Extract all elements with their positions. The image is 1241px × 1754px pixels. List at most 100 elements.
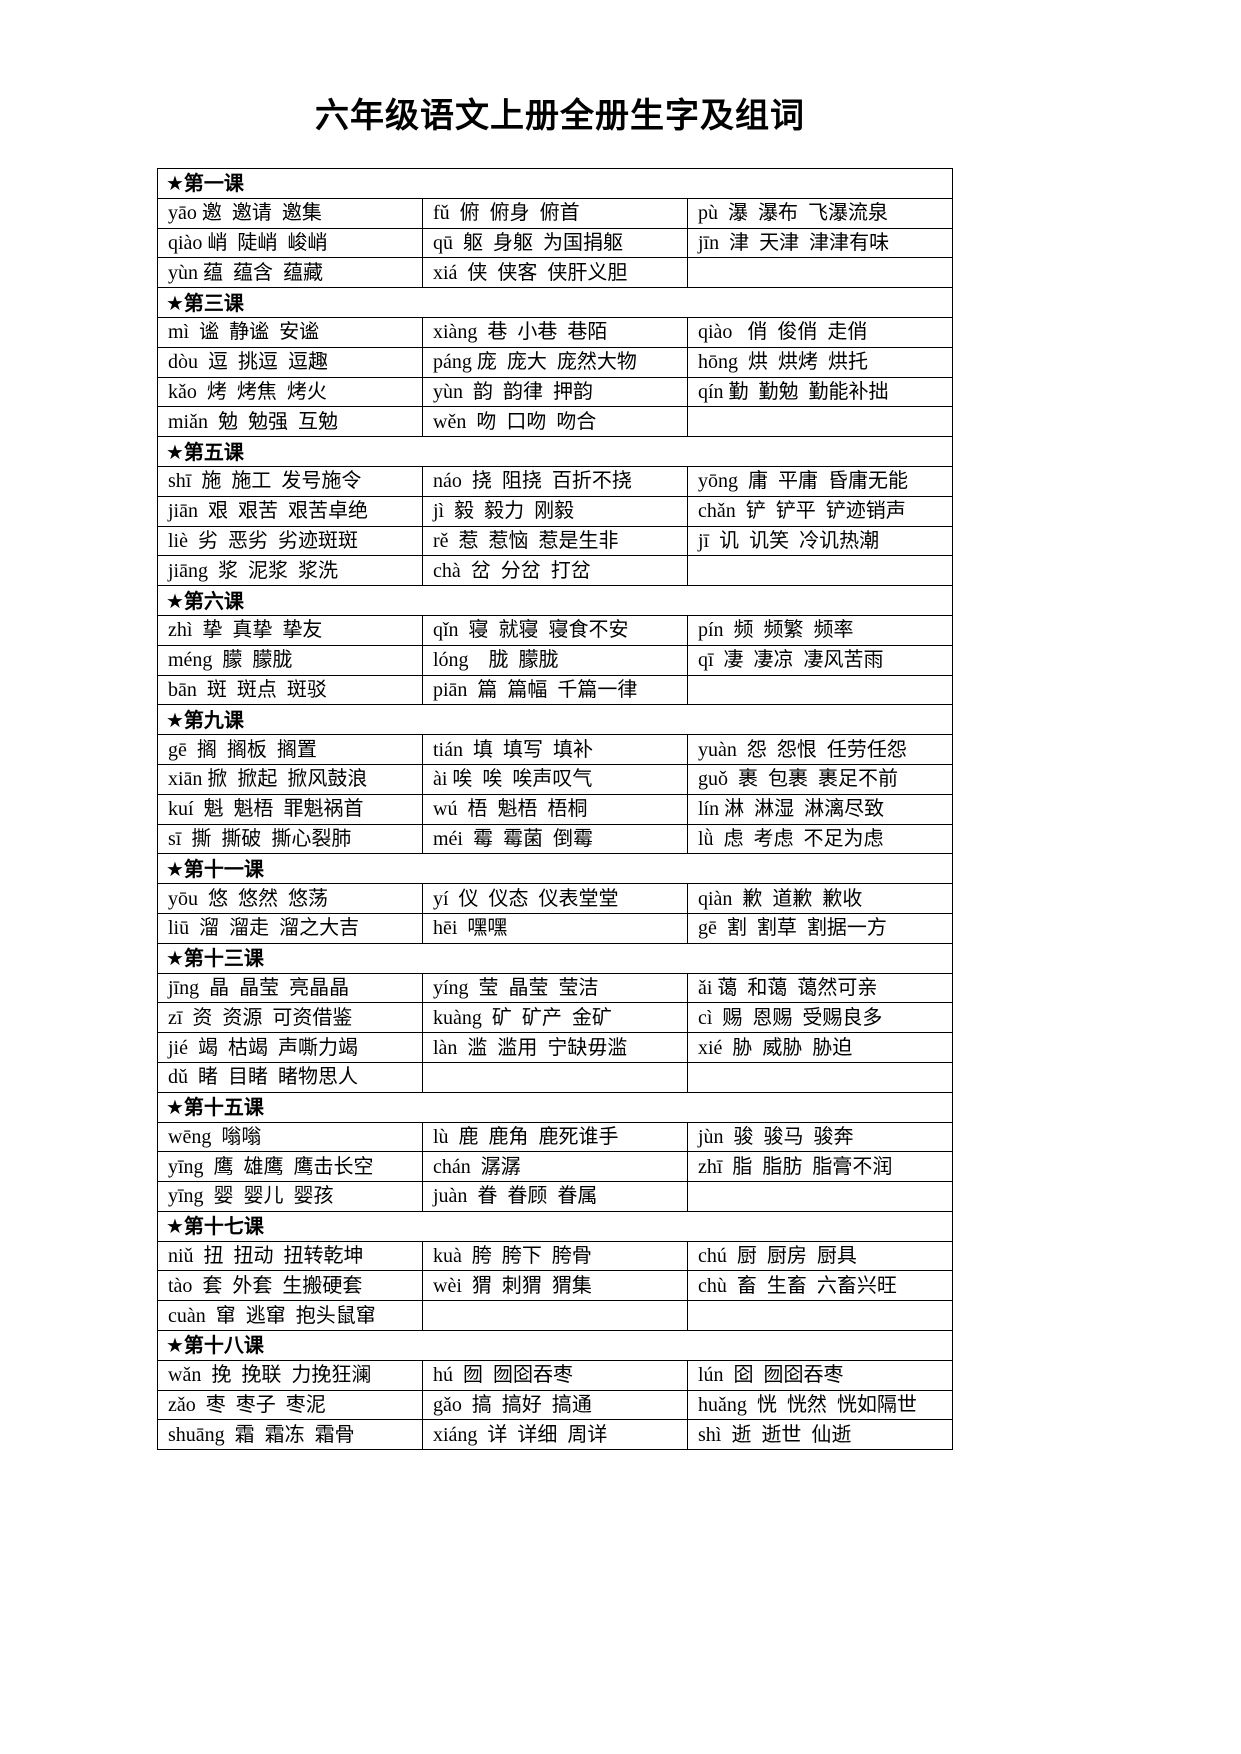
word-cell: lún 囵 囫囵吞枣 [686, 1359, 954, 1391]
table-row: wǎn 挽 挽联 力挽狂澜 hú 囫 囫囵吞枣 lún 囵 囫囵吞枣 [157, 1359, 954, 1391]
word-cell: hēi 嘿嘿 [422, 912, 688, 944]
word-cell: xiàng 巷 小巷 巷陌 [422, 316, 688, 348]
word-cell: zī 资 资源 可资借鉴 [157, 1002, 423, 1034]
word-cell: kǎo 烤 烤焦 烤火 [157, 376, 423, 408]
word-cell: jīn 津 天津 津津有味 [686, 227, 954, 259]
table-row: shuāng 霜 霜冻 霜骨 xiáng 详 详细 周详 shì 逝 逝世 仙逝 [157, 1419, 954, 1451]
table-row: zǎo 枣 枣子 枣泥 gǎo 搞 搞好 搞通 huǎng 恍 恍然 恍如隔世 [157, 1389, 954, 1421]
word-cell: qī 凄 凄凉 凄风苦雨 [686, 644, 954, 676]
table-row: mì 谧 静谧 安谧 xiàng 巷 小巷 巷陌 qiào 俏 俊俏 走俏 [157, 316, 954, 348]
word-cell: jī 讥 讥笑 冷讥热潮 [686, 525, 954, 557]
word-cell: lǜ 虑 考虑 不足为虑 [686, 823, 954, 855]
word-cell: ǎi 蔼 和蔼 蔼然可亲 [686, 972, 954, 1004]
page-title: 六年级语文上册全册生字及组词 [315, 96, 805, 136]
table-row: yāo 邀 邀请 邀集 fǔ 俯 俯身 俯首 pù 瀑 瀑布 飞瀑流泉 [157, 197, 954, 229]
word-cell: yí 仪 仪态 仪表堂堂 [422, 883, 688, 914]
word-cell: tào 套 外套 生搬硬套 [157, 1270, 423, 1302]
word-cell: chán 潺潺 [422, 1151, 688, 1183]
word-cell [422, 1300, 688, 1332]
word-cell: qín 勤 勤勉 勤能补拙 [686, 376, 954, 408]
word-cell: fǔ 俯 俯身 俯首 [422, 197, 688, 229]
word-cell: wú 梧 魁梧 梧桐 [422, 793, 688, 825]
lesson-heading: ★第十三课 [156, 942, 954, 974]
word-cell [686, 406, 954, 438]
table-row: jiān 艰 艰苦 艰苦卓绝 jì 毅 毅力 刚毅 chǎn 铲 铲平 铲迹销声 [157, 495, 954, 527]
word-cell: ài 唉 唉 唉声叹气 [422, 763, 688, 795]
table-row: dòu 逗 挑逗 逗趣 páng 庞 庞大 庞然大物 hōng 烘 烘烤 烘托 [157, 346, 954, 378]
table-row: dǔ 睹 目睹 睹物思人 [157, 1061, 954, 1093]
word-cell: méng 朦 朦胧 [157, 644, 423, 676]
word-cell: qǐn 寝 就寝 寝食不安 [422, 614, 688, 646]
word-cell: xiá 侠 侠客 侠肝义胆 [422, 257, 688, 289]
table-row: méng 朦 朦胧 lóng 胧 朦胧 qī 凄 凄凉 凄风苦雨 [157, 644, 954, 676]
table-row: kuí 魁 魁梧 罪魁祸首 wú 梧 魁梧 梧桐 lín 淋 淋湿 淋漓尽致 [157, 793, 954, 825]
lesson-heading: ★第九课 [156, 704, 954, 736]
word-cell: kuí 魁 魁梧 罪魁祸首 [157, 793, 423, 825]
word-cell: yuàn 怨 怨恨 任劳任怨 [686, 734, 954, 765]
word-cell: miǎn 勉 勉强 互勉 [157, 406, 423, 438]
lesson-heading-row: ★第一课 [156, 168, 954, 199]
word-cell: sī 撕 撕破 撕心裂肺 [157, 823, 423, 855]
lesson-heading: ★第六课 [156, 585, 954, 616]
word-cell: qiào 俏 俊俏 走俏 [686, 316, 954, 348]
word-cell: jīng 晶 晶莹 亮晶晶 [157, 972, 423, 1004]
word-cell: zhī 脂 脂肪 脂膏不润 [686, 1151, 954, 1183]
word-cell: gǎo 搞 搞好 搞通 [422, 1389, 688, 1421]
lesson-heading: ★第三课 [156, 287, 954, 318]
word-cell: cuàn 窜 逃窜 抱头鼠窜 [157, 1300, 423, 1332]
word-cell: yōng 庸 平庸 昏庸无能 [686, 465, 954, 497]
table-row: yōu 悠 悠然 悠荡 yí 仪 仪态 仪表堂堂 qiàn 歉 道歉 歉收 [157, 883, 954, 914]
vocabulary-table: ★第一课 yāo 邀 邀请 邀集 fǔ 俯 俯身 俯首 pù 瀑 瀑布 飞瀑流泉 qià… [156, 168, 954, 1451]
lesson-heading-row: ★第十三课 [156, 942, 954, 974]
word-cell: yíng 莹 晶莹 莹洁 [422, 972, 688, 1004]
word-cell: hú 囫 囫囵吞枣 [422, 1359, 688, 1391]
word-cell: chà 岔 分岔 打岔 [422, 555, 688, 587]
word-cell: dǔ 睹 目睹 睹物思人 [157, 1061, 423, 1093]
word-cell: jiān 艰 艰苦 艰苦卓绝 [157, 495, 423, 527]
word-cell: mì 谧 静谧 安谧 [157, 316, 423, 348]
lesson-heading-row: ★第五课 [156, 436, 954, 467]
table-row: wēng 嗡嗡 lù 鹿 鹿角 鹿死谁手 jùn 骏 骏马 骏奔 [157, 1121, 954, 1153]
word-cell: làn 滥 滥用 宁缺毋滥 [422, 1032, 688, 1063]
word-cell: zǎo 枣 枣子 枣泥 [157, 1389, 423, 1421]
lesson-heading-row: ★第三课 [156, 287, 954, 318]
word-cell: náo 挠 阻挠 百折不挠 [422, 465, 688, 497]
word-cell: yāo 邀 邀请 邀集 [157, 197, 423, 229]
word-cell [686, 1181, 954, 1212]
word-cell: hōng 烘 烘烤 烘托 [686, 346, 954, 378]
table-row: liè 劣 恶劣 劣迹斑斑 rě 惹 惹恼 惹是生非 jī 讥 讥笑 冷讥热潮 [157, 525, 954, 557]
word-cell [686, 1061, 954, 1093]
table-row: yīng 鹰 雄鹰 鹰击长空 chán 潺潺 zhī 脂 脂肪 脂膏不润 [157, 1151, 954, 1183]
table-row: bān 斑 斑点 斑驳 piān 篇 篇幅 千篇一律 [157, 674, 954, 706]
word-cell: lù 鹿 鹿角 鹿死谁手 [422, 1121, 688, 1153]
word-cell [422, 1061, 688, 1093]
word-cell: qiàn 歉 道歉 歉收 [686, 883, 954, 914]
table-row: yīng 婴 婴儿 婴孩 juàn 眷 眷顾 眷属 [157, 1181, 954, 1212]
word-cell: chǎn 铲 铲平 铲迹销声 [686, 495, 954, 527]
word-cell: wèi 猬 刺猬 猬集 [422, 1270, 688, 1302]
word-cell: guǒ 裹 包裹 裹足不前 [686, 763, 954, 795]
word-cell: yīng 婴 婴儿 婴孩 [157, 1181, 423, 1212]
word-cell: lín 淋 淋湿 淋漓尽致 [686, 793, 954, 825]
word-cell: cì 赐 恩赐 受赐良多 [686, 1002, 954, 1034]
word-cell [686, 257, 954, 289]
table-row: shī 施 施工 发号施令 náo 挠 阻挠 百折不挠 yōng 庸 平庸 昏庸无能 [157, 465, 954, 497]
lesson-heading-row: ★第十七课 [156, 1210, 954, 1242]
table-row: xiān 掀 掀起 掀风鼓浪 ài 唉 唉 唉声叹气 guǒ 裹 包裹 裹足不前 [157, 763, 954, 795]
lesson-heading-row: ★第十五课 [156, 1091, 954, 1123]
word-cell: jiāng 浆 泥浆 浆洗 [157, 555, 423, 587]
word-cell: wēng 嗡嗡 [157, 1121, 423, 1153]
word-cell: jié 竭 枯竭 声嘶力竭 [157, 1032, 423, 1063]
table-row: miǎn 勉 勉强 互勉 wěn 吻 口吻 吻合 [157, 406, 954, 438]
lesson-heading: ★第十一课 [156, 853, 954, 885]
table-row: zhì 挚 真挚 挚友 qǐn 寝 就寝 寝食不安 pín 频 频繁 频率 [157, 614, 954, 646]
word-cell: gē 割 割草 割据一方 [686, 912, 954, 944]
word-cell: gē 搁 搁板 搁置 [157, 734, 423, 765]
table-row: yùn 蕴 蕴含 蕴藏 xiá 侠 侠客 侠肝义胆 [157, 257, 954, 289]
word-cell: jì 毅 毅力 刚毅 [422, 495, 688, 527]
table-row: kǎo 烤 烤焦 烤火 yùn 韵 韵律 押韵 qín 勤 勤勉 勤能补拙 [157, 376, 954, 408]
lesson-heading-row: ★第十八课 [156, 1330, 954, 1361]
word-cell [686, 674, 954, 706]
word-cell: rě 惹 惹恼 惹是生非 [422, 525, 688, 557]
table-row: jīng 晶 晶莹 亮晶晶 yíng 莹 晶莹 莹洁 ǎi 蔼 和蔼 蔼然可亲 [157, 972, 954, 1004]
